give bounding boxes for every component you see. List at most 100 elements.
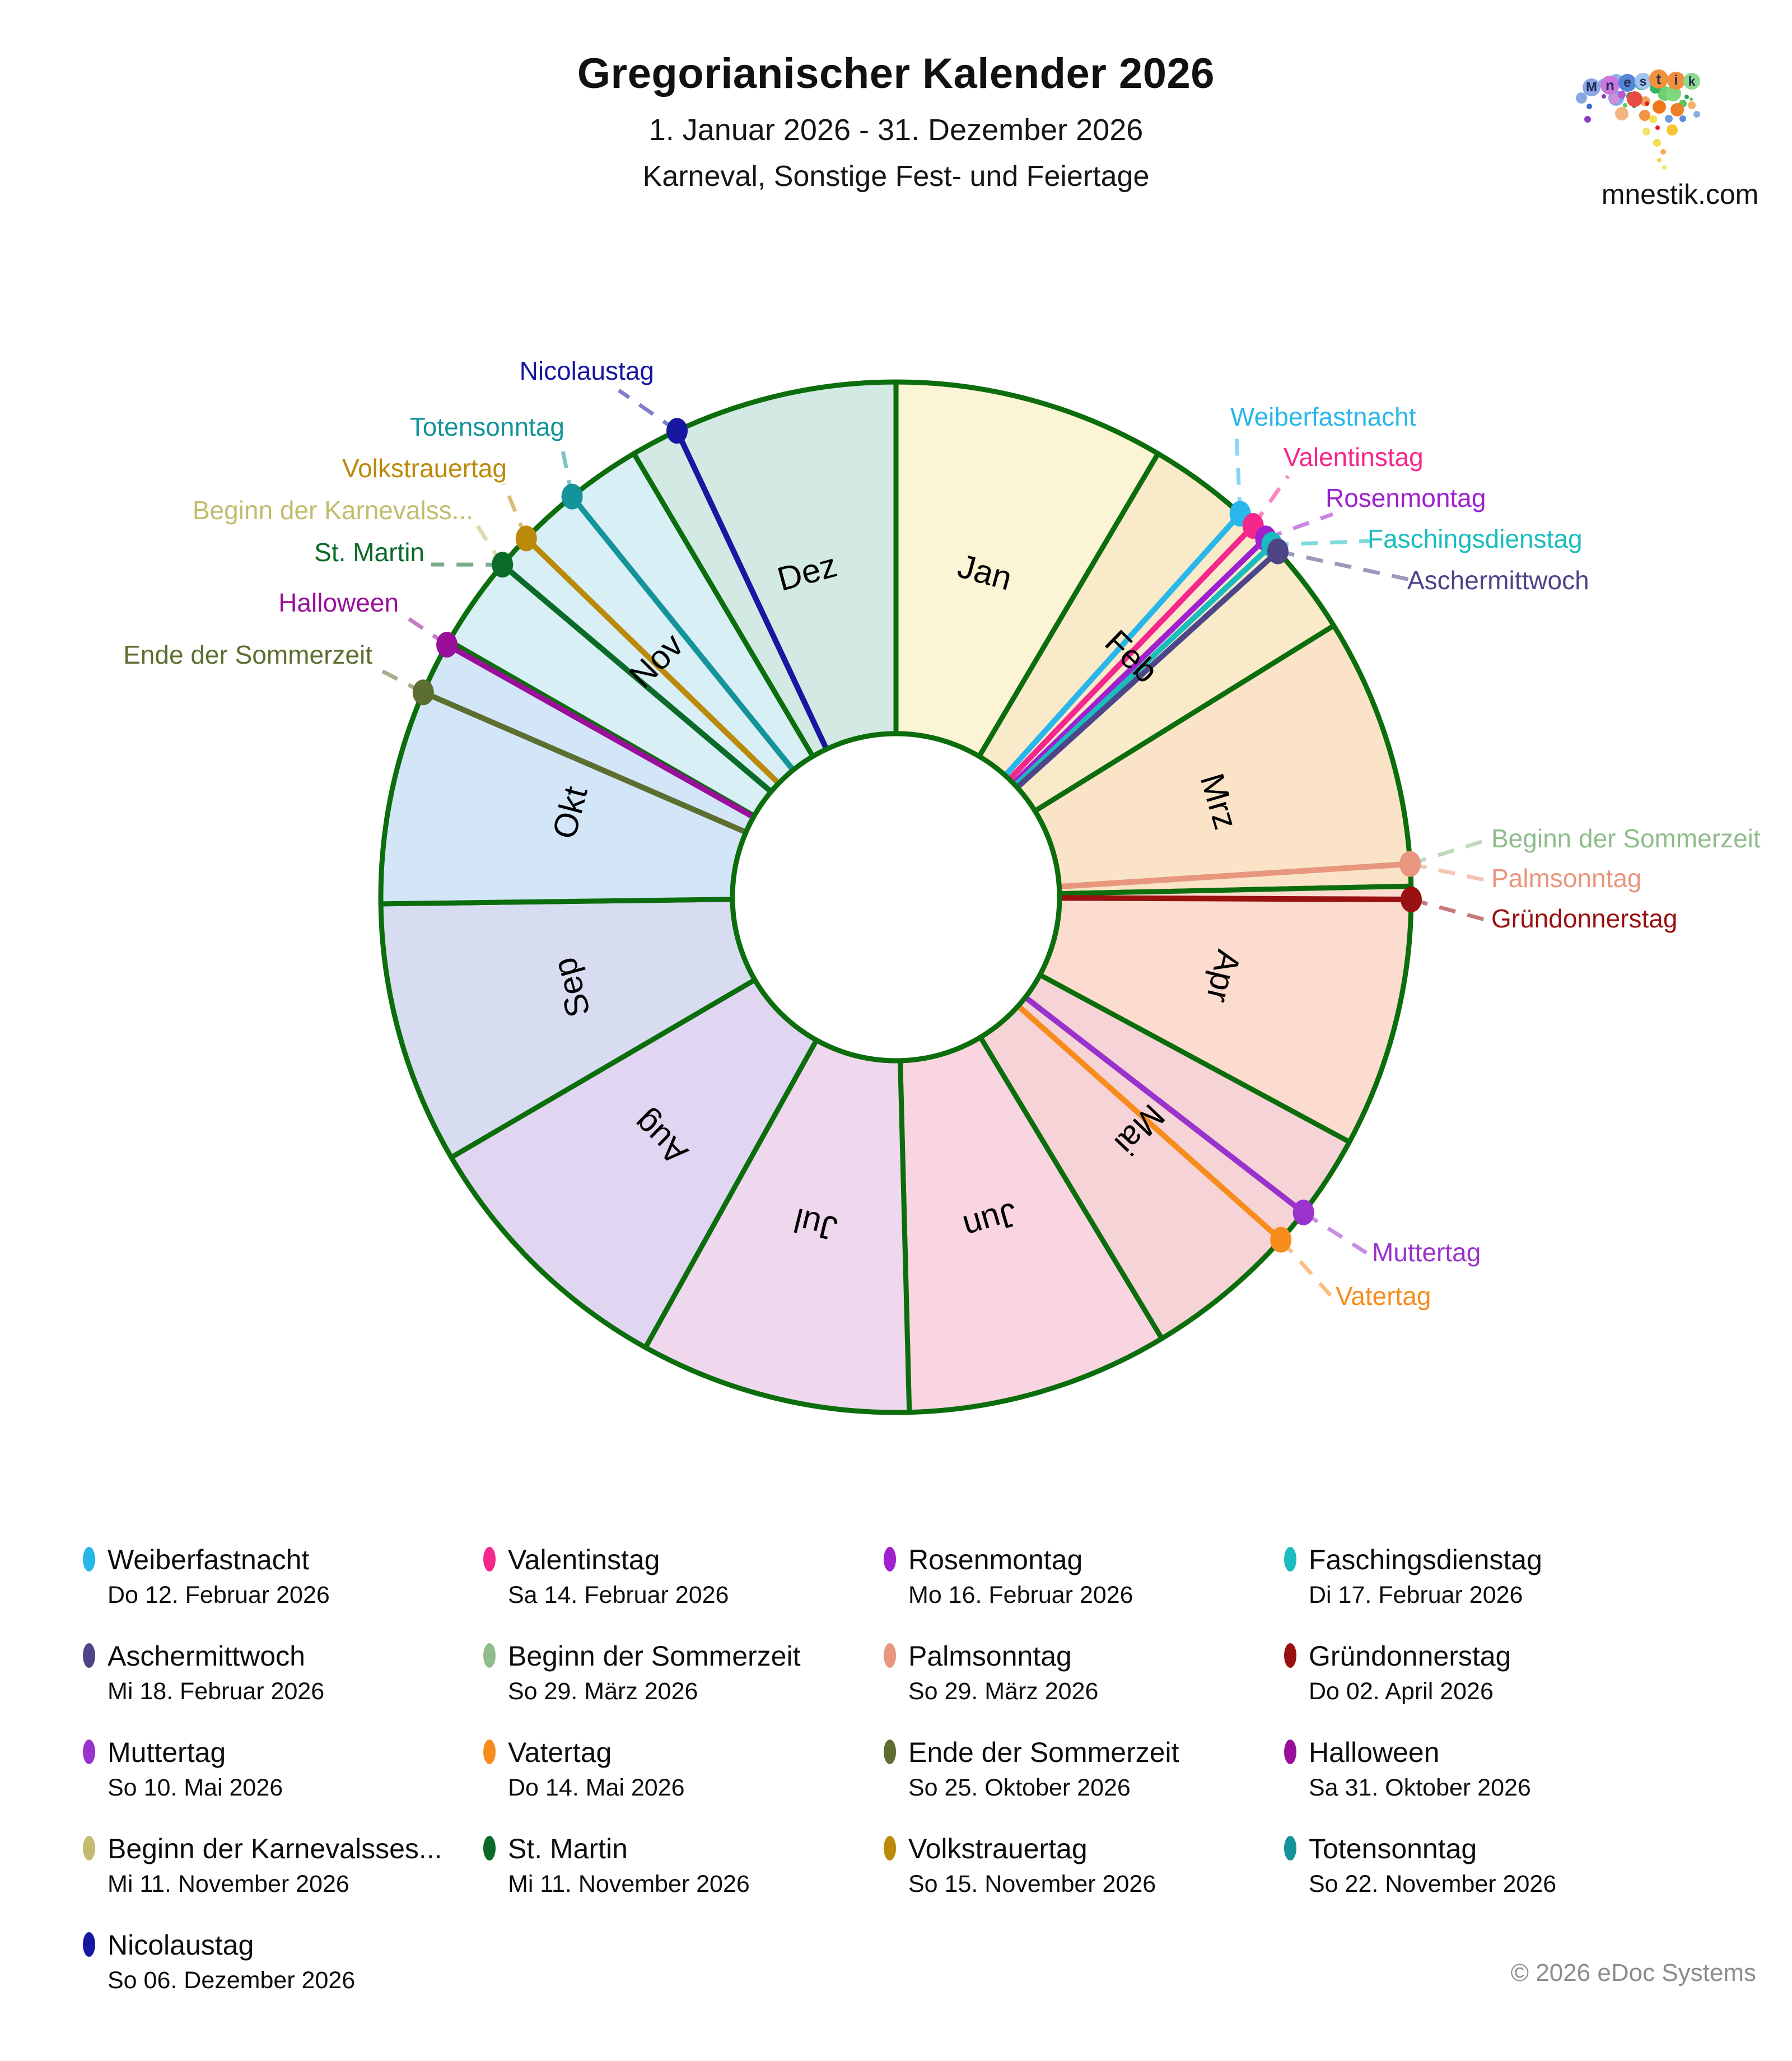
legend-item-title: Aschermittwoch <box>108 1640 305 1672</box>
callout-connector <box>1411 897 1487 922</box>
legend-item[interactable]: Muttertag So 10. Mai 2026 <box>83 1737 483 1834</box>
legend-item-title: Valentinstag <box>508 1544 660 1575</box>
holiday-line-ende-der-sommerzeit <box>422 689 748 835</box>
legend-item[interactable]: Beginn der Sommerzeit So 29. März 2026 <box>483 1641 884 1737</box>
holiday-line-totensonntag <box>570 495 796 772</box>
holiday-dot-gr-ndonnerstag[interactable] <box>1400 886 1422 912</box>
logo-dot <box>1665 115 1673 123</box>
logo-letter-s: s <box>1635 73 1651 90</box>
logo-dot <box>1670 103 1684 116</box>
logo-letter-k: k <box>1683 73 1700 90</box>
legend-marker-icon <box>884 1643 896 1668</box>
legend-item-date: So 06. Dezember 2026 <box>108 1967 356 1994</box>
holiday-dot-palmsonntag[interactable] <box>1399 851 1421 877</box>
callout-connector <box>1410 862 1487 883</box>
legend-item[interactable]: Rosenmontag Mo 16. Februar 2026 <box>884 1545 1284 1641</box>
wheel-hub <box>730 731 1062 1064</box>
legend-marker-icon <box>884 1547 896 1572</box>
holiday-callout-label: Weiberfastnacht <box>1230 402 1416 431</box>
logo-dot <box>1639 110 1650 121</box>
logo-dot <box>1660 149 1666 155</box>
logo-letter-M: M <box>1583 78 1600 96</box>
legend-item-title: Muttertag <box>108 1737 226 1768</box>
legend-item[interactable]: Aschermittwoch Mi 18. Februar 2026 <box>83 1641 483 1737</box>
logo-dot <box>1609 94 1620 104</box>
legend-item-title: Beginn der Karnevalsses... <box>108 1833 442 1864</box>
legend-item[interactable]: Totensonntag So 22. November 2026 <box>1284 1834 1684 1930</box>
holiday-line-faschingsdienstag <box>1013 543 1274 787</box>
holiday-line-vatertag <box>1016 1004 1283 1242</box>
holiday-callout-label: Aschermittwoch <box>1407 566 1589 595</box>
legend-item[interactable]: Nicolaustag So 06. Dezember 2026 <box>83 1930 483 2026</box>
legend-item-title: Totensonntag <box>1309 1833 1477 1864</box>
holiday-line-aschermittwoch <box>1015 549 1280 790</box>
holiday-dot-halloween[interactable] <box>436 632 458 658</box>
holiday-callout-label: Nicolaustag <box>520 356 654 385</box>
holiday-line-weiberfastnacht <box>1003 512 1243 778</box>
legend-item[interactable]: Weiberfastnacht Do 12. Februar 2026 <box>83 1545 483 1641</box>
logo-dot <box>1679 115 1686 122</box>
logo-site-text: mnestik.com <box>1601 179 1759 210</box>
holiday-callout-label: Muttertag <box>1372 1238 1481 1267</box>
legend-item[interactable]: Ende der Sommerzeit So 25. Oktober 2026 <box>884 1737 1284 1834</box>
legend-item-title: Faschingsdienstag <box>1309 1544 1542 1575</box>
logo-dot <box>1690 97 1693 101</box>
legend-item-date: So 15. November 2026 <box>908 1871 1156 1897</box>
legend-marker-icon <box>83 1740 95 1764</box>
logo-dot <box>1655 125 1660 130</box>
legend-item-date: Sa 31. Oktober 2026 <box>1309 1774 1531 1801</box>
page-title: Gregorianischer Kalender 2026 <box>577 50 1215 97</box>
holiday-callout-label: Ende der Sommerzeit <box>123 640 372 669</box>
legend-item[interactable]: St. Martin Mi 11. November 2026 <box>483 1834 884 1930</box>
logo-dot <box>1657 158 1662 162</box>
legend-marker-icon <box>83 1836 95 1861</box>
legend-item[interactable]: Gründonnerstag Do 02. April 2026 <box>1284 1641 1684 1737</box>
legend-item-date: Do 14. Mai 2026 <box>508 1774 685 1801</box>
holiday-dot-muttertag[interactable] <box>1292 1199 1314 1225</box>
legend-item[interactable]: Vatertag Do 14. Mai 2026 <box>483 1737 884 1834</box>
holiday-dot-vatertag[interactable] <box>1270 1227 1292 1253</box>
holiday-dot-aschermittwoch[interactable] <box>1267 538 1289 565</box>
legend-marker-icon <box>483 1643 496 1668</box>
holiday-dot-volkstrauertag[interactable] <box>515 525 537 552</box>
legend-item-title: St. Martin <box>508 1833 628 1864</box>
holiday-dot-nicolaustag[interactable] <box>666 418 688 444</box>
legend-item[interactable]: Volkstrauertag So 15. November 2026 <box>884 1834 1284 1930</box>
holiday-line-st-martin <box>500 562 773 794</box>
legend-item[interactable]: Faschingsdienstag Di 17. Februar 2026 <box>1284 1545 1684 1641</box>
holiday-dot-ende-der-sommerzeit[interactable] <box>412 679 434 706</box>
legend-item-title: Weiberfastnacht <box>108 1544 310 1575</box>
holiday-callout-label: Halloween <box>278 588 399 617</box>
holiday-callout-label: Gründonnerstag <box>1491 904 1677 933</box>
legend-item[interactable]: Beginn der Karnevalsses... Mi 11. Novemb… <box>83 1834 483 1930</box>
holiday-dot-st-martin[interactable] <box>492 552 514 578</box>
legend-item-date: Mi 11. November 2026 <box>108 1871 349 1897</box>
legend-marker-icon <box>884 1740 896 1764</box>
legend-item-date: So 25. Oktober 2026 <box>908 1774 1131 1801</box>
holiday-callout-label: Palmsonntag <box>1491 864 1642 893</box>
logo-dot <box>1627 91 1642 107</box>
logo-dot <box>1584 116 1591 123</box>
holiday-line-valentinstag <box>1007 524 1256 782</box>
holiday-line-rosenmontag <box>1011 536 1268 786</box>
legend-item-date: Di 17. Februar 2026 <box>1309 1582 1523 1608</box>
legend-marker-icon <box>483 1740 496 1764</box>
legend-item[interactable]: Halloween Sa 31. Oktober 2026 <box>1284 1737 1684 1834</box>
logo-dot <box>1602 94 1606 99</box>
copyright-text: © 2026 eDoc Systems <box>1510 1959 1756 1987</box>
logo-dot <box>1653 100 1666 114</box>
legend-item[interactable]: Valentinstag Sa 14. Februar 2026 <box>483 1545 884 1641</box>
holiday-dot-totensonntag[interactable] <box>561 483 583 510</box>
logo-dot <box>1618 91 1626 99</box>
legend-item[interactable]: Palmsonntag So 29. März 2026 <box>884 1641 1284 1737</box>
callout-connector <box>1272 539 1371 547</box>
logo-dot <box>1649 115 1657 123</box>
callout-connector <box>1277 549 1411 582</box>
callout-connector <box>618 389 678 433</box>
logo-dot <box>1642 128 1650 136</box>
legend-marker-icon <box>83 1932 95 1957</box>
legend-item-title: Ende der Sommerzeit <box>908 1737 1179 1768</box>
logo-letter-e: e <box>1618 74 1636 92</box>
holiday-line-palmsonntag <box>1059 861 1411 890</box>
